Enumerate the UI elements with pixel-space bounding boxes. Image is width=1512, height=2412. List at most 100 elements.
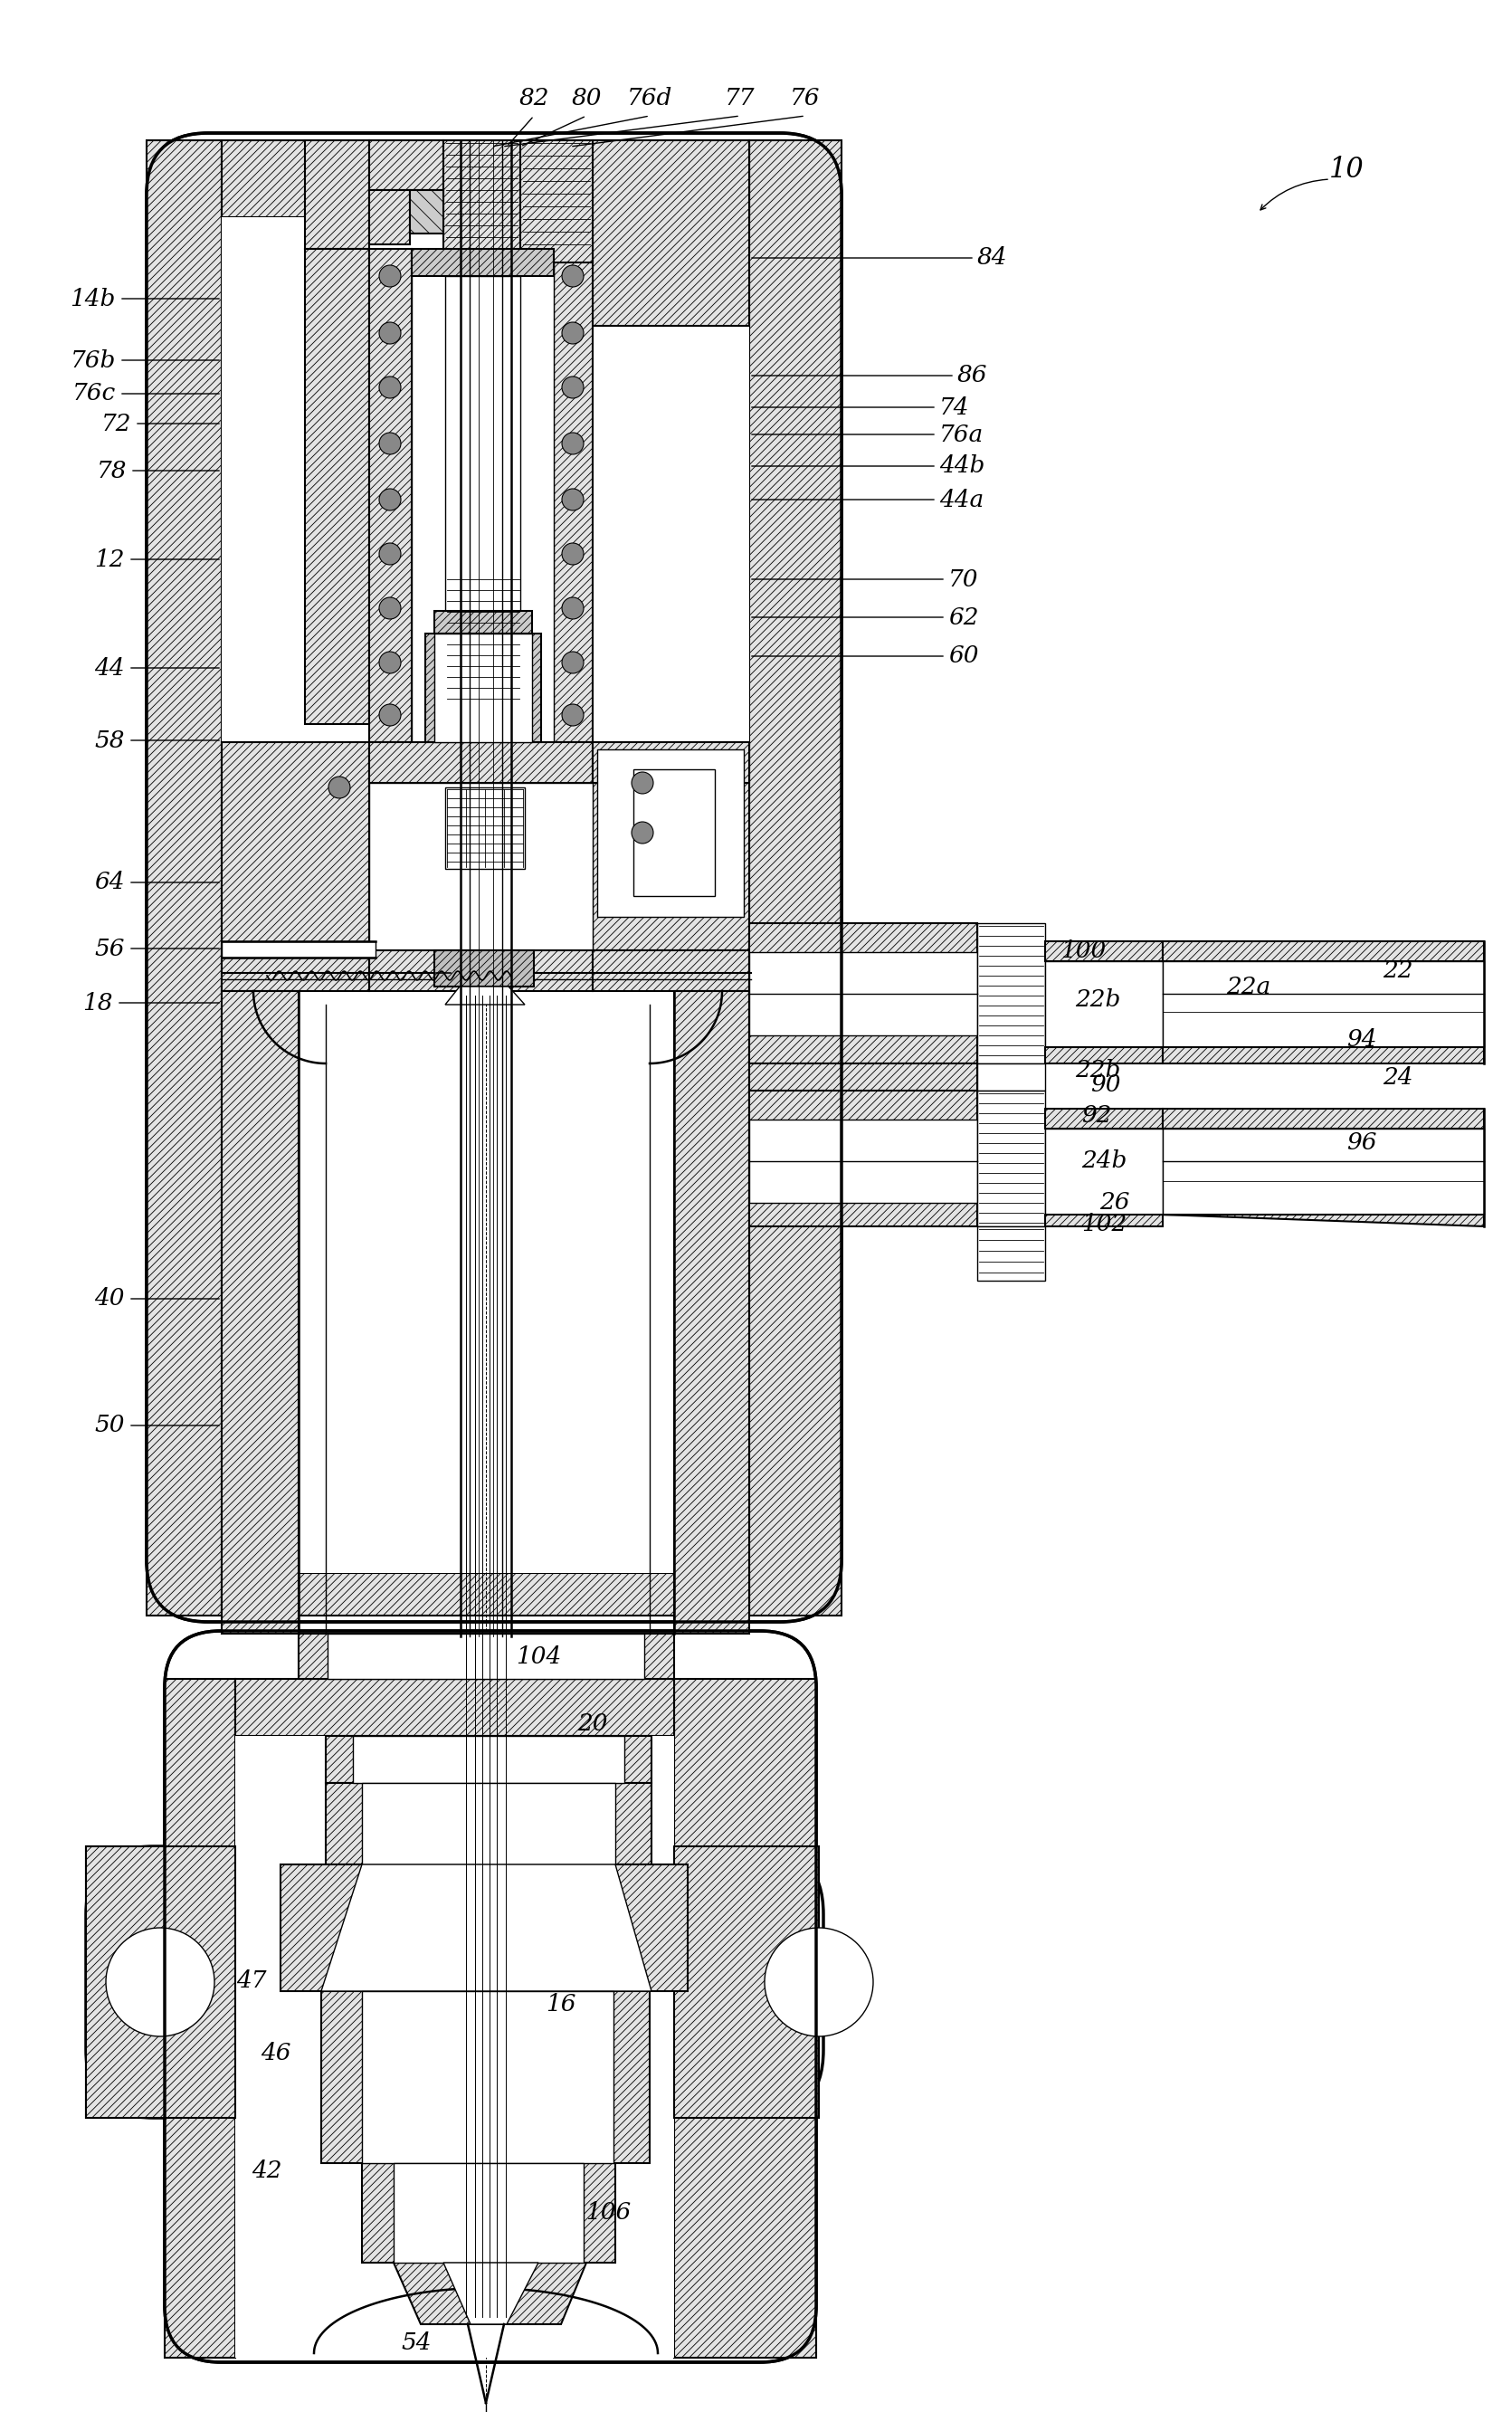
Bar	[977, 1064, 1045, 1090]
Text: 16: 16	[546, 1992, 576, 2016]
Polygon shape	[445, 786, 525, 868]
Text: 47: 47	[236, 1968, 266, 1992]
Polygon shape	[977, 1225, 1045, 1281]
Polygon shape	[443, 2262, 538, 2325]
Polygon shape	[165, 1679, 236, 2357]
FancyBboxPatch shape	[674, 1845, 824, 2118]
Text: 26: 26	[1099, 1192, 1129, 1213]
Bar	[328, 1633, 644, 1679]
Circle shape	[765, 1927, 872, 2036]
Polygon shape	[86, 1845, 165, 2118]
Polygon shape	[425, 634, 541, 743]
Text: 60: 60	[948, 644, 978, 668]
Text: 90: 90	[1090, 1073, 1120, 1095]
Text: 62: 62	[948, 605, 978, 630]
Polygon shape	[593, 140, 750, 326]
Polygon shape	[298, 1633, 674, 1679]
Bar	[1163, 960, 1483, 1047]
Polygon shape	[369, 191, 410, 244]
Circle shape	[380, 598, 401, 620]
Polygon shape	[750, 140, 842, 1616]
Text: 100: 100	[1060, 938, 1105, 962]
Bar	[361, 1992, 614, 2164]
Polygon shape	[977, 1090, 1045, 1225]
Polygon shape	[305, 248, 369, 724]
Polygon shape	[1163, 941, 1483, 960]
Polygon shape	[222, 140, 750, 217]
Circle shape	[380, 651, 401, 673]
Polygon shape	[222, 743, 369, 950]
Text: 92: 92	[1081, 1105, 1111, 1126]
Text: 76b: 76b	[70, 350, 116, 371]
Bar	[597, 750, 744, 917]
Polygon shape	[750, 924, 977, 1064]
Circle shape	[380, 265, 401, 287]
Polygon shape	[321, 1864, 652, 1992]
Polygon shape	[393, 2262, 587, 2325]
Text: 77: 77	[726, 87, 756, 109]
Text: 54: 54	[401, 2330, 431, 2354]
Polygon shape	[750, 1090, 977, 1225]
Polygon shape	[520, 140, 593, 263]
Polygon shape	[1045, 941, 1163, 960]
Text: 104: 104	[516, 1645, 561, 1667]
Text: 40: 40	[95, 1288, 125, 1310]
FancyBboxPatch shape	[147, 133, 842, 1621]
Circle shape	[562, 432, 584, 453]
Bar	[369, 784, 593, 950]
Circle shape	[562, 651, 584, 673]
Bar	[222, 941, 375, 958]
Text: 96: 96	[1346, 1131, 1377, 1153]
Text: 56: 56	[95, 938, 125, 960]
Polygon shape	[321, 1992, 650, 2164]
Polygon shape	[325, 1737, 652, 1782]
Polygon shape	[281, 1864, 688, 1992]
Polygon shape	[434, 610, 532, 634]
Circle shape	[562, 376, 584, 398]
Circle shape	[632, 822, 653, 844]
Polygon shape	[325, 1782, 652, 1864]
Text: 76d: 76d	[627, 87, 673, 109]
Text: 72: 72	[101, 412, 132, 434]
Text: 64: 64	[95, 871, 125, 895]
Text: 106: 106	[585, 2202, 631, 2224]
Polygon shape	[147, 140, 222, 1616]
Polygon shape	[674, 1679, 816, 2357]
Polygon shape	[553, 248, 593, 743]
Polygon shape	[305, 140, 369, 248]
Text: 70: 70	[948, 567, 978, 591]
Text: 44b: 44b	[939, 456, 984, 478]
Text: 74: 74	[939, 396, 969, 420]
Text: 80: 80	[572, 87, 602, 109]
Bar	[352, 1737, 624, 1782]
Polygon shape	[361, 2164, 615, 2262]
Text: 22b: 22b	[1075, 1059, 1120, 1081]
Text: 58: 58	[95, 728, 125, 753]
Bar	[393, 2164, 584, 2262]
Circle shape	[562, 265, 584, 287]
Polygon shape	[593, 743, 750, 950]
Polygon shape	[86, 1845, 236, 2118]
Circle shape	[562, 704, 584, 726]
Bar	[411, 248, 553, 743]
Bar	[445, 275, 520, 610]
Polygon shape	[369, 140, 443, 191]
Polygon shape	[443, 140, 520, 268]
Polygon shape	[369, 743, 593, 784]
Polygon shape	[222, 1573, 750, 1616]
Polygon shape	[445, 987, 525, 1006]
Bar	[1045, 1129, 1163, 1216]
Text: 22a: 22a	[1226, 974, 1270, 999]
Text: 94: 94	[1346, 1028, 1377, 1049]
Bar	[222, 217, 750, 1573]
Text: 84: 84	[977, 246, 1007, 270]
Text: 76c: 76c	[73, 384, 116, 405]
Text: 22: 22	[1382, 960, 1412, 982]
Text: 14b: 14b	[70, 287, 116, 311]
Text: 24: 24	[1382, 1066, 1412, 1088]
Text: 22b: 22b	[1075, 989, 1120, 1011]
Polygon shape	[674, 991, 750, 1633]
Text: 44: 44	[95, 656, 125, 680]
Bar	[434, 634, 532, 743]
Text: 44a: 44a	[939, 487, 984, 511]
